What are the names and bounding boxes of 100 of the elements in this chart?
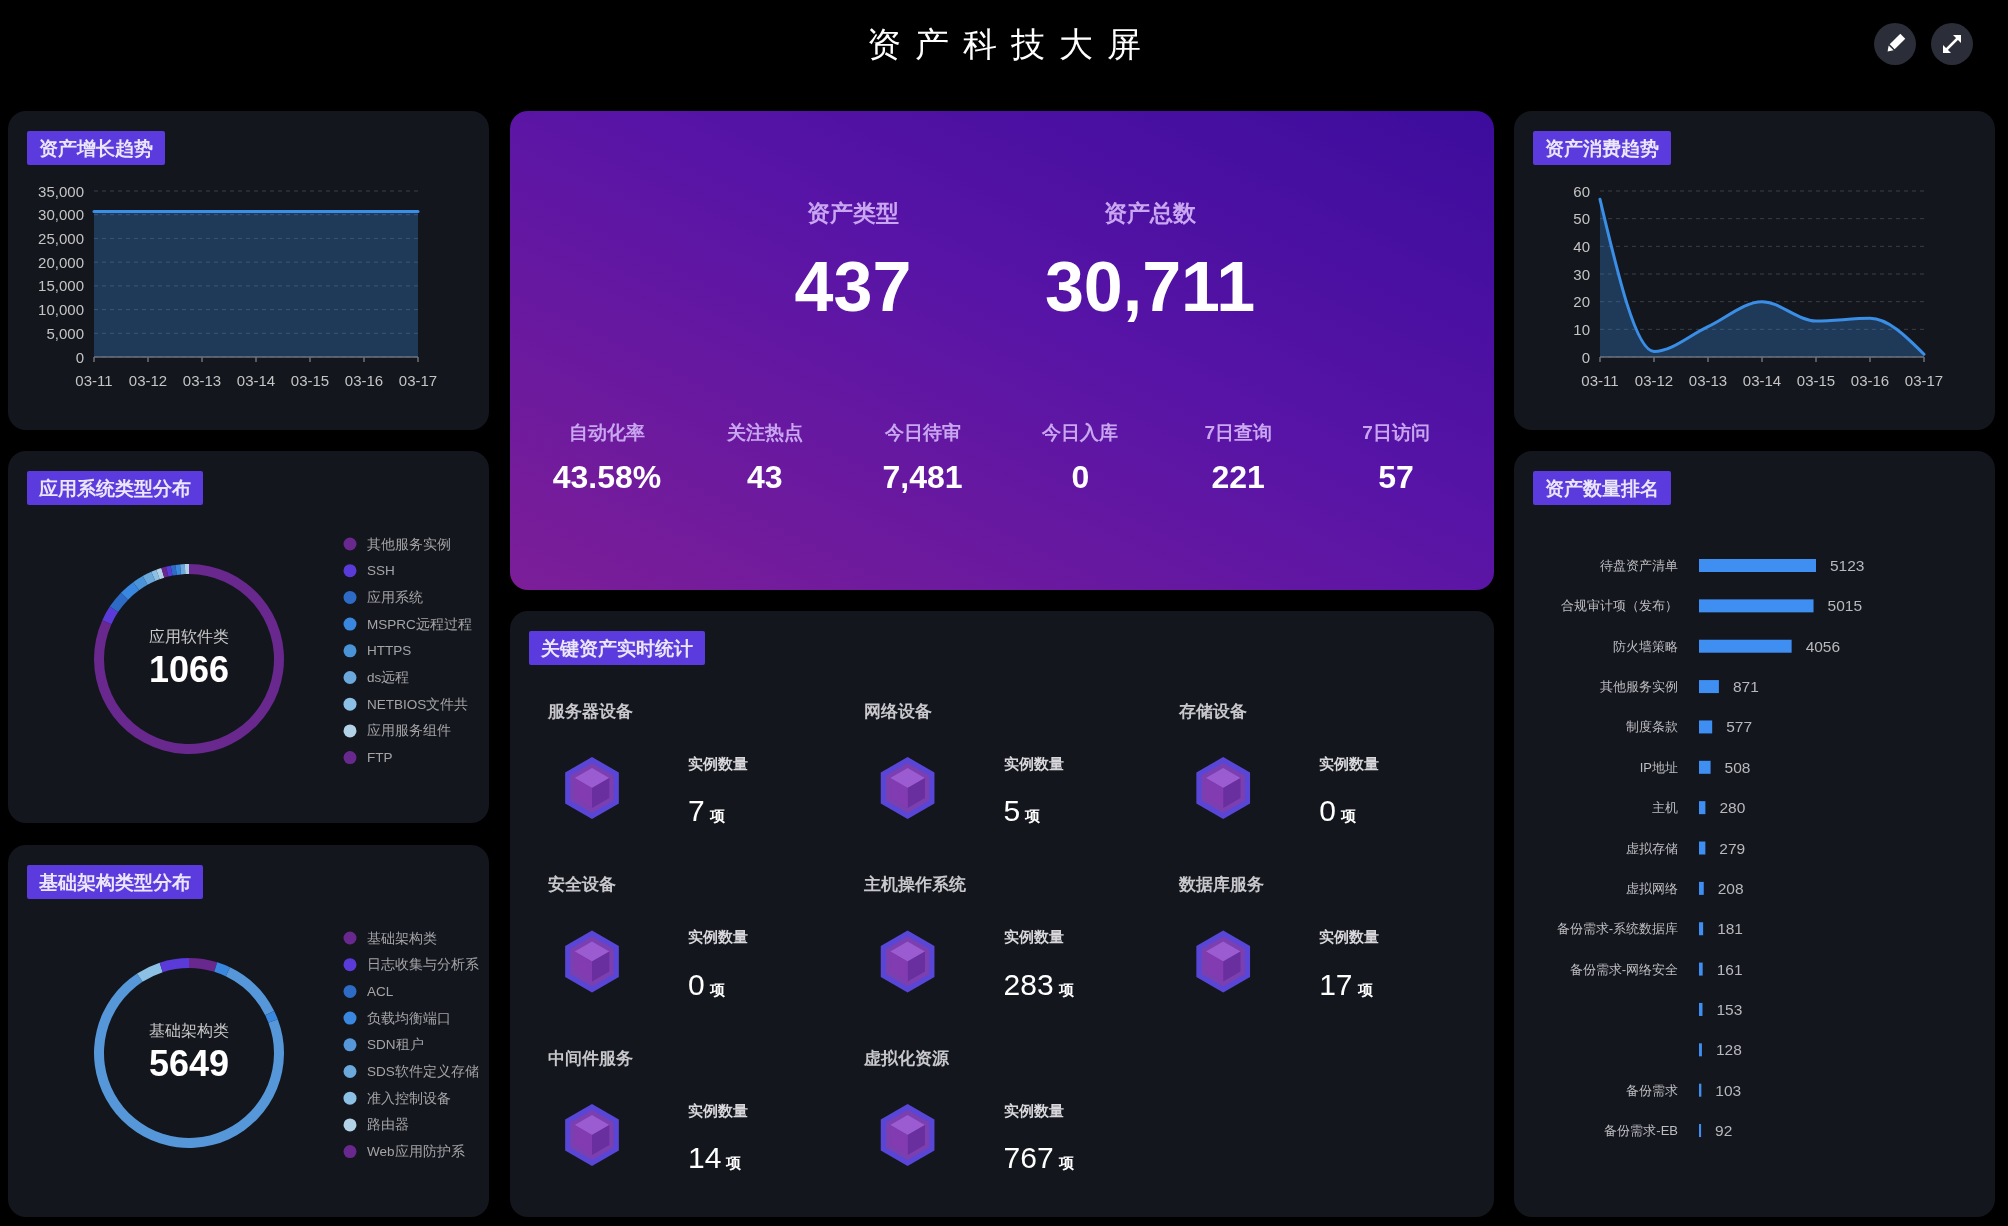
text: 30,711 bbox=[1044, 248, 1256, 326]
text: 实例数量 bbox=[688, 1101, 748, 1119]
y-tick-label: 虚拟网络 bbox=[1626, 880, 1678, 896]
data-label: 128 bbox=[1715, 1041, 1742, 1059]
text: 5 bbox=[1003, 794, 1021, 827]
y-tick-label: 30,000 bbox=[38, 206, 84, 224]
text: 17 bbox=[1319, 967, 1353, 1001]
y-tick-label: 60 bbox=[1573, 182, 1590, 200]
legend-label: MSPRC远程过程 bbox=[367, 616, 472, 632]
text: 57 bbox=[1378, 459, 1414, 495]
text: 项 bbox=[1339, 807, 1357, 824]
x-tick-label: 03-16 bbox=[1850, 371, 1890, 389]
x-tick-label: 03-15 bbox=[1796, 371, 1836, 389]
data-label: 4056 bbox=[1805, 637, 1841, 655]
legend-label: 路由器 bbox=[367, 1117, 409, 1133]
text: 关键资产实时统计 bbox=[540, 637, 693, 659]
bar bbox=[1699, 841, 1706, 855]
donut-slice bbox=[94, 564, 284, 754]
donut-slice bbox=[225, 967, 275, 1016]
text: 项 bbox=[1057, 980, 1075, 998]
text: 项 bbox=[708, 980, 726, 998]
text: 实例数量 bbox=[1003, 1101, 1064, 1119]
text: 项 bbox=[1024, 807, 1042, 824]
text: 应用软件类 bbox=[149, 627, 229, 645]
legend-label: 应用服务组件 bbox=[367, 723, 451, 739]
data-label: 871 bbox=[1732, 678, 1759, 696]
donut-slice bbox=[109, 592, 129, 613]
text: 221 bbox=[1211, 459, 1265, 495]
donut-slice bbox=[151, 569, 160, 581]
legend-label: HTTPS bbox=[367, 643, 412, 659]
text: 7 bbox=[688, 794, 705, 827]
text: 43.58% bbox=[552, 459, 662, 495]
chart-title: 基础架构类型分布 bbox=[38, 871, 191, 893]
text: 1066 bbox=[148, 648, 230, 690]
text: 项 bbox=[1356, 980, 1374, 998]
text: 7,481 bbox=[882, 459, 963, 495]
text: 实例数量 bbox=[1319, 754, 1380, 772]
legend-label: 基础架构类 bbox=[367, 930, 437, 946]
x-tick-label: 03-12 bbox=[128, 371, 168, 389]
text: 14 bbox=[688, 1141, 722, 1174]
bar bbox=[1699, 559, 1816, 572]
donut-slice bbox=[94, 973, 284, 1148]
x-tick-label: 03-14 bbox=[236, 371, 276, 389]
text: 基础架构类 bbox=[149, 1021, 229, 1039]
text: 实例数量 bbox=[688, 754, 748, 772]
donut-slice bbox=[175, 564, 181, 575]
chart-title: 资产消费趋势 bbox=[1545, 137, 1659, 159]
chart-title: 资产数量排名 bbox=[1545, 477, 1659, 499]
bar bbox=[1699, 720, 1713, 734]
text: 安全设备 bbox=[548, 875, 616, 894]
data-label: 153 bbox=[1716, 1000, 1743, 1018]
y-tick-label: 虚拟存储 bbox=[1626, 840, 1678, 856]
x-tick-label: 03-14 bbox=[1742, 371, 1782, 389]
bar bbox=[1699, 801, 1706, 815]
bar bbox=[1699, 599, 1814, 613]
text: 43 bbox=[747, 459, 783, 495]
x-tick-label: 03-17 bbox=[1904, 371, 1944, 389]
legend-label: 日志收集与分析系 bbox=[367, 957, 479, 973]
text: 数据库服务 bbox=[1178, 875, 1265, 894]
y-tick-label: 40 bbox=[1573, 237, 1590, 255]
data-label: 181 bbox=[1717, 920, 1744, 938]
category-label: 7日查询 bbox=[1204, 421, 1272, 443]
text: 实例数量 bbox=[1319, 928, 1380, 945]
y-tick-label: 待盘资产清单 bbox=[1600, 558, 1678, 573]
y-tick-label: 主机 bbox=[1652, 800, 1678, 816]
y-tick-label: 0 bbox=[75, 348, 84, 366]
bar bbox=[1699, 639, 1792, 653]
x-tick-label: 03-13 bbox=[1688, 371, 1728, 389]
text: 实例数量 bbox=[1003, 754, 1064, 772]
bar bbox=[1699, 881, 1704, 895]
y-tick-label: 制度条款 bbox=[1626, 719, 1678, 735]
x-tick-label: 03-16 bbox=[344, 371, 384, 389]
data-label: 103 bbox=[1715, 1081, 1742, 1099]
data-label: 5015 bbox=[1827, 597, 1863, 615]
text: 中间件服务 bbox=[548, 1048, 633, 1068]
legend-label: ACL bbox=[367, 983, 394, 999]
x-tick-label: 03-13 bbox=[182, 371, 222, 389]
y-tick-label: 备份需求-系统数据库 bbox=[1556, 921, 1678, 937]
bar bbox=[1699, 1043, 1702, 1057]
text: 服务器设备 bbox=[547, 701, 633, 721]
data-label: 208 bbox=[1717, 879, 1744, 897]
y-tick-label: 备份需求-EB bbox=[1604, 1123, 1678, 1139]
donut-slice bbox=[180, 564, 186, 575]
data-label: 508 bbox=[1724, 758, 1751, 776]
donut-slice bbox=[102, 606, 119, 625]
bar bbox=[1699, 922, 1704, 936]
donut-slice bbox=[184, 564, 189, 575]
category-label: 关注热点 bbox=[725, 421, 803, 443]
bar bbox=[1699, 962, 1703, 976]
donut-slice bbox=[165, 565, 173, 577]
legend-label: Web应用防护系 bbox=[367, 1144, 465, 1160]
text: 存储设备 bbox=[1178, 701, 1248, 721]
category-label: 今日入库 bbox=[1041, 421, 1119, 443]
y-tick-label: 30 bbox=[1573, 265, 1590, 283]
data-label: 280 bbox=[1719, 799, 1746, 817]
legend-label: SSH bbox=[367, 563, 395, 579]
text: 767 bbox=[1003, 1141, 1054, 1174]
chart-title: 资产增长趋势 bbox=[39, 137, 153, 159]
text: 资产科技大屏 bbox=[867, 25, 1155, 63]
donut-slice bbox=[161, 566, 169, 578]
